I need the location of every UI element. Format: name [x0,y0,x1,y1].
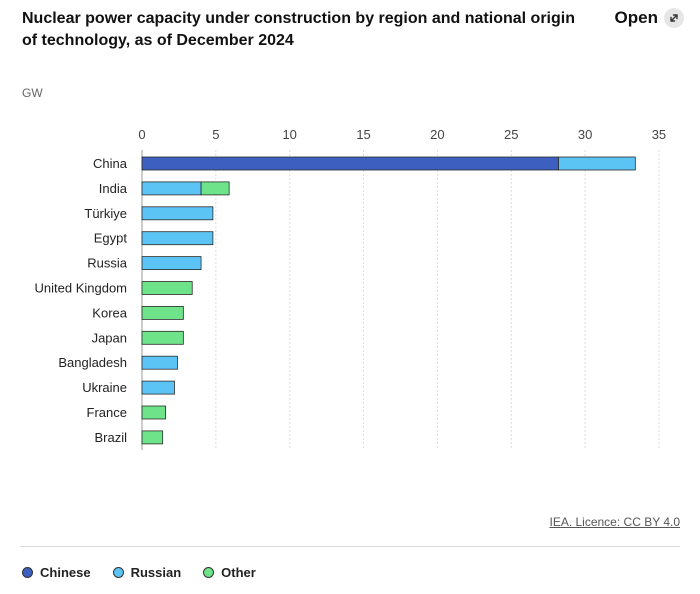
bar-chart: 0 5 10 15 20 25 30 35 China India Türkiye Egypt Russ… [35,127,666,450]
x-tick-label: 30 [578,127,592,142]
legend-item-russian[interactable]: Russian [112,565,182,580]
legend-label: Other [221,565,256,580]
category-label: Japan [92,330,127,345]
x-tick-label: 35 [652,127,666,142]
category-label: Brazil [94,430,127,445]
bar-segment-chinese [141,156,559,171]
chart-title: Nuclear power capacity under constructio… [22,10,575,49]
legend-swatch [203,567,215,578]
x-tick-label: 15 [356,127,370,142]
x-tick-label: 5 [212,127,219,142]
category-label: France [87,405,127,420]
category-label: Ukraine [82,380,127,395]
legend-swatch [22,567,33,578]
legend-label: Chinese [40,565,91,580]
category-label: Egypt [94,231,128,246]
bar-segment-other [141,405,167,420]
bar-segment-other [200,181,230,196]
bar-segment-russian [141,206,214,221]
bar-segment-russian [141,181,202,196]
bar-segment-other [141,305,184,320]
bar-segment-russian [141,380,175,395]
x-tick-label: 25 [504,127,518,142]
bar-segment-other [141,281,193,295]
open-button[interactable]: Open [615,8,684,28]
x-tick-label: 10 [282,127,296,142]
bar-segment-other [141,330,184,345]
bar-segment-other [141,430,164,445]
y-axis-unit-label: GW [22,86,43,100]
category-label: India [99,181,128,196]
legend-item-other[interactable]: Other [203,565,256,580]
category-label: Russia [87,256,128,271]
bar-segment-russian [141,231,214,246]
category-label: Türkiye [84,206,127,221]
source-link[interactable]: IEA. Licence: CC BY 4.0 [549,515,680,529]
chart-legend: Chinese Russian Other [22,565,256,580]
category-label: United Kingdom [35,281,128,296]
open-button-label: Open [614,8,658,27]
x-tick-label: 0 [138,127,145,142]
divider [20,546,680,547]
bar-segment-russian [141,256,202,271]
category-label: Bangladesh [58,355,127,370]
legend-swatch [112,567,124,578]
legend-item-chinese[interactable]: Chinese [22,565,91,580]
bar-segment-russian [558,156,636,171]
bar-segment-russian [141,355,178,370]
category-label: China [93,156,128,171]
legend-label: Russian [130,565,182,580]
x-tick-label: 20 [430,127,444,142]
category-label: Korea [92,305,127,320]
expand-icon [664,8,684,28]
